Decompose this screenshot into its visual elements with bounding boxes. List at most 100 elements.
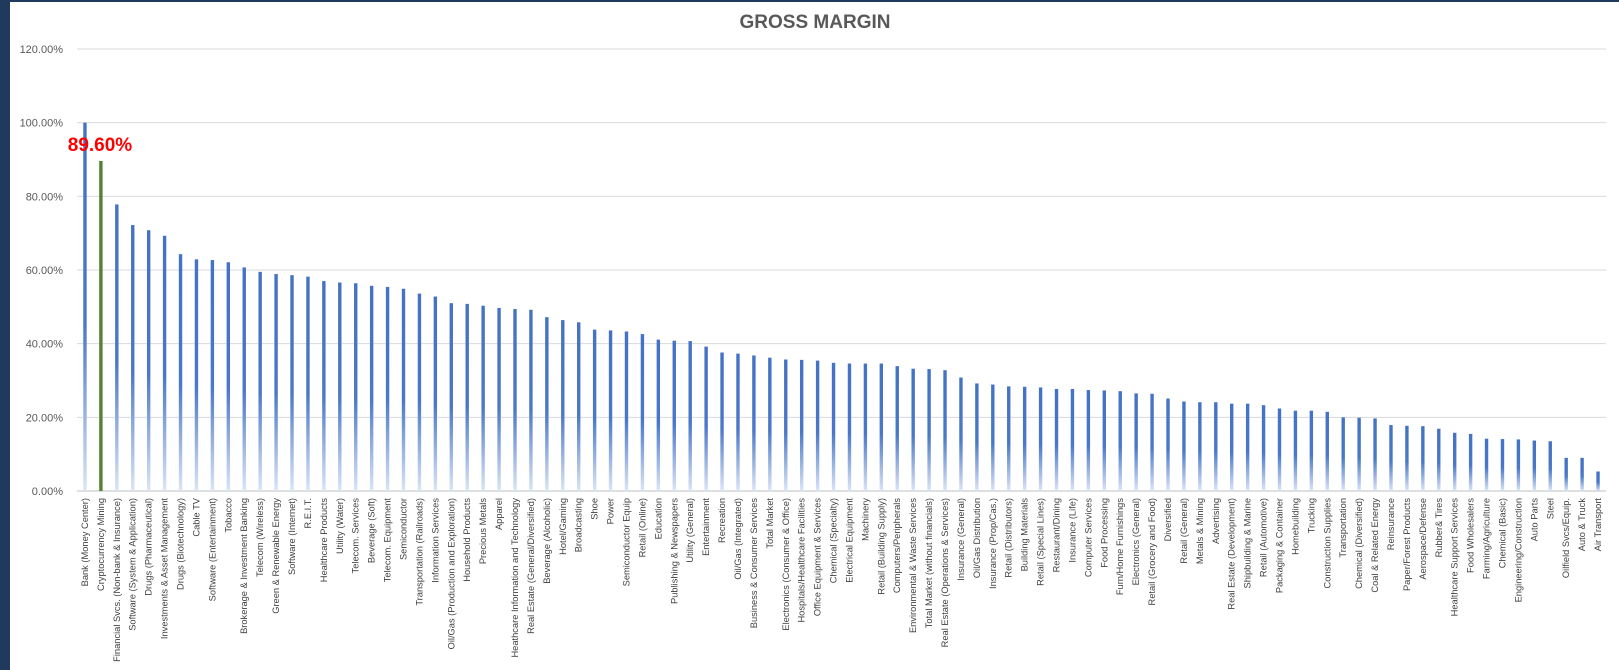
bar: [1038, 387, 1043, 491]
x-tick-label: Retail (Grocery and Food): [1147, 498, 1157, 605]
x-axis: Bank (Money Center) Cryptocurrency Mining…: [80, 497, 1603, 662]
bar: [752, 355, 756, 491]
bar: [943, 370, 947, 491]
x-tick-label: Farming/Agriculture: [1482, 498, 1492, 579]
bar: [1118, 391, 1122, 491]
bar: [1230, 403, 1234, 491]
bar: [1437, 428, 1441, 491]
bar: [1357, 417, 1361, 491]
x-tick-label: Trucking: [1306, 498, 1316, 533]
bar: [975, 383, 979, 491]
bar: [768, 357, 772, 491]
bar: [1261, 405, 1266, 491]
x-tick-label: Education: [653, 498, 663, 539]
bar: [465, 303, 469, 491]
x-tick-label: Furn/Home Furnishings: [1115, 498, 1125, 595]
bar: [194, 259, 199, 491]
x-tick-label: Restaurant/Dining: [1052, 498, 1062, 572]
y-tick-label: 20.00%: [26, 412, 64, 424]
x-tick-label: Real Estate (General/Diversified): [526, 498, 536, 634]
bar: [226, 262, 231, 491]
bar: [1484, 438, 1489, 491]
bar: [1086, 390, 1091, 491]
bar: [847, 363, 852, 491]
y-tick-label: 40.00%: [26, 339, 64, 351]
gridlines: [77, 48, 1606, 492]
y-tick-label: 0.00%: [32, 486, 63, 498]
x-tick-label: Beverage (Alcoholic): [542, 498, 552, 584]
x-tick-label: Advertising: [1211, 498, 1221, 544]
bar: [879, 363, 884, 491]
x-tick-label: Insurance (Prop/Cas.): [988, 498, 998, 589]
x-tick-label: Semiconductor Equip: [621, 498, 631, 586]
x-tick-label: Transportation (Railroads): [414, 498, 424, 606]
bar: [322, 281, 326, 491]
bar: [1022, 386, 1027, 491]
bar: [1293, 410, 1298, 491]
bar: [529, 309, 533, 491]
bar: [640, 334, 645, 491]
bar: [784, 359, 788, 491]
x-tick-label: R.E.I.T.: [303, 498, 313, 528]
x-tick-label: Construction Supplies: [1322, 498, 1332, 589]
bar: [131, 225, 135, 491]
bar: [1452, 432, 1457, 491]
x-tick-label: Food Processing: [1099, 498, 1109, 568]
x-tick-label: Information Services: [430, 498, 440, 583]
bar: [513, 309, 517, 491]
bar: [146, 230, 151, 491]
bar: [1070, 388, 1075, 491]
x-tick-label: Environmental & Waste Services: [908, 498, 918, 633]
bar: [624, 331, 629, 491]
bar: [1166, 398, 1170, 491]
bar: [1054, 388, 1059, 491]
x-tick-label: Shipbuilding & Marine: [1243, 498, 1253, 588]
bar: [1596, 471, 1600, 491]
x-tick-label: Real Estate (Operations & Services): [940, 498, 950, 647]
x-tick-label: Diversified: [1163, 498, 1173, 541]
bar: [274, 274, 278, 491]
bar: [417, 293, 422, 491]
x-tick-label: Healthcare Products: [319, 498, 329, 583]
x-tick-label: Food Wholesalers: [1466, 498, 1476, 573]
x-tick-label: Chemical (Specialty): [829, 498, 839, 583]
bar: [1421, 426, 1425, 491]
bar: [911, 368, 915, 491]
bar: [1564, 457, 1568, 491]
bar: [401, 288, 406, 491]
bar: [1373, 418, 1377, 491]
chart-title: GROSS MARGIN: [740, 12, 891, 33]
x-tick-label: Building Materials: [1020, 498, 1030, 572]
x-tick-label: Beverage (Soft): [367, 498, 377, 563]
bar: [385, 286, 390, 491]
x-tick-label: Retail (Building Supply): [876, 498, 886, 595]
x-tick-label: Oil/Gas (Integrated): [733, 498, 743, 580]
bar: [895, 366, 899, 491]
bar: [736, 353, 740, 491]
x-tick-label: Software (Internet): [287, 498, 297, 575]
bar: [115, 204, 119, 492]
bar: [1198, 402, 1202, 491]
bar: [1150, 393, 1154, 491]
bar: [545, 317, 549, 491]
x-tick-label: Utility (Water): [335, 498, 345, 554]
bar: [1580, 457, 1584, 491]
x-tick-label: Drugs (Pharmaceutical): [144, 498, 154, 596]
x-tick-label: Power: [606, 498, 616, 524]
x-tick-label: Tobacco: [223, 498, 233, 533]
x-tick-label: Software (System & Application): [128, 498, 138, 631]
bar: [577, 322, 581, 491]
bar: [433, 296, 438, 491]
y-tick-label: 60.00%: [26, 265, 64, 277]
x-tick-label: Publishing & Newspapers: [669, 498, 679, 604]
x-tick-label: Drugs (Biotechnology): [176, 498, 186, 590]
window-frame-left: [0, 0, 10, 670]
x-tick-label: Insurance (Life): [1067, 498, 1077, 563]
bar: [1500, 439, 1505, 491]
bar: [1007, 386, 1011, 491]
x-tick-label: Heathcare Information and Technology: [510, 498, 520, 658]
x-tick-label: Rubber& Tires: [1434, 498, 1444, 558]
x-tick-label: Cable TV: [191, 497, 201, 536]
bar: [449, 303, 453, 491]
bar: [1548, 441, 1552, 491]
